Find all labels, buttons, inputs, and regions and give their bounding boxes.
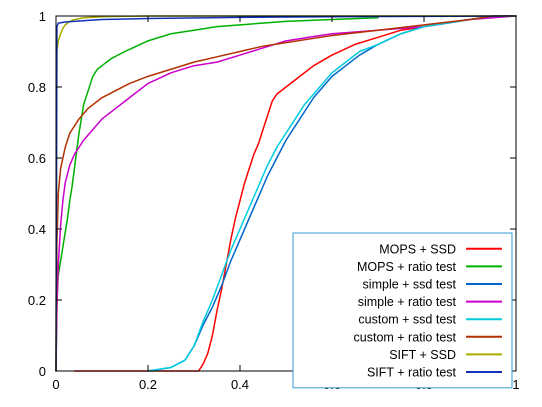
legend-label-sift-plus-ssd: SIFT + SSD bbox=[389, 348, 456, 362]
series-layer bbox=[55, 15, 517, 372]
y-tick-label: 0.4 bbox=[28, 222, 46, 237]
y-tick-label: 0 bbox=[39, 364, 46, 379]
legend-label-mops-plus-ratio-test: MOPS + ratio test bbox=[357, 260, 457, 274]
y-tick-label: 0.8 bbox=[28, 80, 46, 95]
legend-label-custom-plus-ssd-test: custom + ssd test bbox=[358, 313, 456, 327]
series-line-sift-plus-ssd bbox=[55, 15, 517, 372]
series-line-custom-plus-ssd-test bbox=[147, 15, 517, 372]
x-tick-label: 0 bbox=[52, 377, 59, 392]
series-line-mops-plus-ratio-test bbox=[55, 17, 379, 372]
legend-box bbox=[292, 232, 513, 389]
series-line-custom-plus-ratio-test bbox=[55, 15, 517, 372]
legend-label-simple-plus-ssd-test: simple + ssd test bbox=[363, 278, 457, 292]
x-tick-label: 1 bbox=[512, 377, 519, 392]
x-tick-label: 0.2 bbox=[139, 377, 157, 392]
legend: MOPS + SSD MOPS + ratio test simple + ssd … bbox=[292, 232, 513, 389]
series-line-mops-plus-ssd bbox=[73, 15, 517, 372]
y-tick-label: 1 bbox=[39, 9, 46, 24]
legend-label-simple-plus-ratio-test: simple + ratio test bbox=[358, 295, 457, 309]
series-line-sift-plus-ratio-test bbox=[55, 15, 517, 372]
legend-label-mops-plus-ssd: MOPS + SSD bbox=[379, 242, 456, 256]
plot-frame bbox=[55, 15, 517, 372]
legend-label-sift-plus-ratio-test: SIFT + ratio test bbox=[367, 366, 457, 380]
x-tick-label: 0.4 bbox=[231, 377, 249, 392]
y-tick-label: 0.6 bbox=[28, 151, 46, 166]
y-tick-label: 0.2 bbox=[28, 293, 46, 308]
legend-label-custom-plus-ratio-test: custom + ratio test bbox=[354, 330, 457, 344]
series-line-simple-plus-ratio-test bbox=[55, 15, 517, 372]
